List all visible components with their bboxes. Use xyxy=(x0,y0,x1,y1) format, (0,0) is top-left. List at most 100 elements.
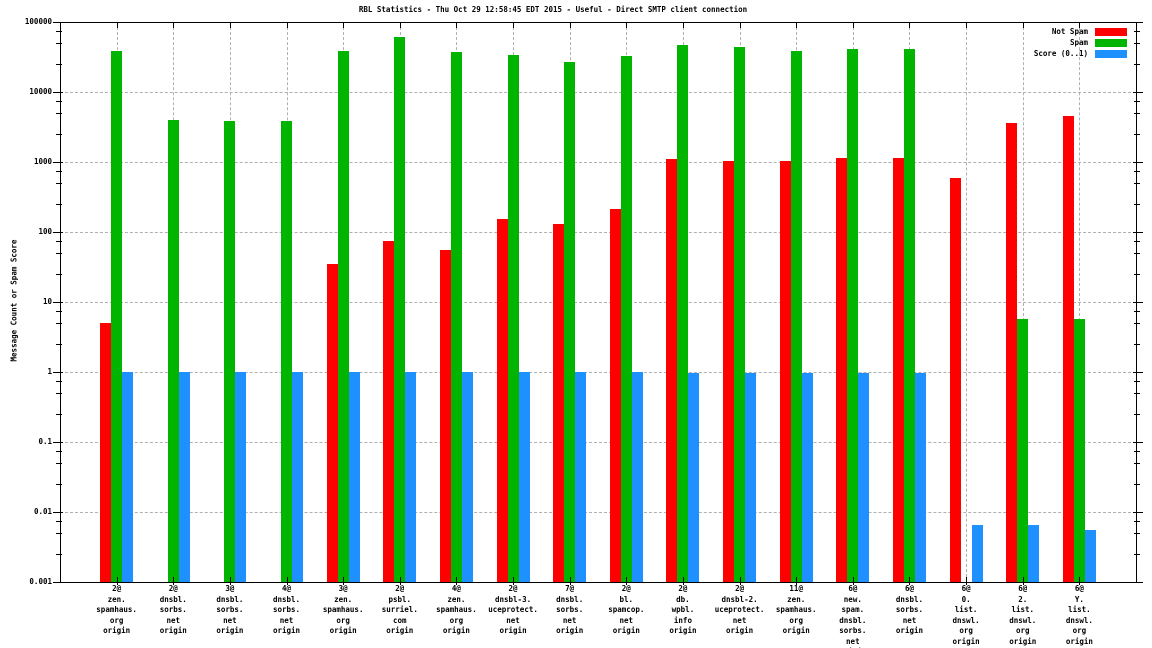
bar-score-0-1 xyxy=(745,373,757,582)
x-category-label-line: origin xyxy=(216,626,244,635)
y-minor-tick-right xyxy=(1134,323,1140,325)
bar-not-spam xyxy=(836,157,848,582)
x-category-label-line: net xyxy=(279,615,294,625)
x-tick-top xyxy=(456,22,458,28)
x-category-label-line: 3@ xyxy=(338,584,348,593)
y-minor-tick-right xyxy=(1134,240,1140,242)
bar-spam xyxy=(620,55,632,582)
x-category-label-line: spamcop. xyxy=(608,605,645,614)
bar-score-0-1 xyxy=(122,372,134,582)
x-category-label-line: net xyxy=(506,615,520,625)
x-category-label-line: list. xyxy=(1068,605,1091,614)
bar-score-0-1 xyxy=(575,372,587,582)
x-category-label-line: origin xyxy=(1009,636,1037,646)
x-category-label-line: spamhaus. xyxy=(322,605,364,614)
bar-spam xyxy=(167,119,179,582)
x-category-label-line: spamhaus. xyxy=(96,605,137,614)
bar-not-spam xyxy=(666,159,678,582)
x-tick-bottom xyxy=(626,577,628,585)
y-minor-tick-right xyxy=(1134,170,1140,172)
horizontal-gridline xyxy=(60,512,1136,513)
bar-not-spam xyxy=(723,160,735,582)
x-category-label: 6@ Y. list. dnswl. org origin xyxy=(1037,584,1121,647)
y-tick-label: 100 xyxy=(38,227,52,236)
x-tick-bottom xyxy=(739,577,741,585)
x-category-label-line: dnswl. xyxy=(952,615,980,625)
y-minor-tick-left xyxy=(56,134,62,136)
y-minor-tick-left xyxy=(56,393,62,395)
y-minor-tick-right xyxy=(1134,463,1140,465)
y-major-tick-left xyxy=(53,512,63,513)
y-tick-label: 10 xyxy=(42,297,52,306)
legend: Not Spam Spam Score (0..1) xyxy=(1034,26,1127,59)
y-minor-tick-left xyxy=(56,183,62,185)
x-category-label-line: net xyxy=(619,615,634,625)
x-tick-bottom xyxy=(513,577,515,585)
bar-not-spam xyxy=(439,250,451,582)
y-minor-tick-right xyxy=(1134,414,1140,416)
x-category-label-line: net xyxy=(902,615,917,625)
x-category-label-line: 6@ xyxy=(1018,584,1028,593)
vertical-gridline xyxy=(1022,22,1024,582)
x-tick-bottom xyxy=(286,577,288,585)
y-tick-label: 0.001 xyxy=(29,577,52,586)
bar-score-0-1 xyxy=(405,372,417,582)
x-category-label-line: sorbs. xyxy=(216,605,244,614)
y-minor-tick-right xyxy=(1134,520,1140,522)
x-category-label-line: list. xyxy=(1011,605,1035,614)
x-tick-bottom xyxy=(456,577,458,585)
x-category-label-line: zen. xyxy=(107,594,126,604)
x-category-label-line: origin xyxy=(329,626,357,635)
x-tick-top xyxy=(1022,22,1024,28)
x-category-label: 3@ zen. spamhaus. org origin xyxy=(301,584,385,637)
x-tick-top xyxy=(286,22,288,28)
x-tick-bottom xyxy=(966,577,968,585)
x-category-label-line: dnsbl. xyxy=(556,594,584,604)
x-category-label: 2@ dnsbl-2. uceprotect. net origin xyxy=(698,584,782,637)
x-category-label-line: 4@ xyxy=(451,584,461,593)
y-minor-tick-left xyxy=(56,520,62,522)
legend-label: Score (0..1) xyxy=(1033,49,1088,58)
horizontal-gridline xyxy=(60,442,1136,443)
y-minor-tick-left xyxy=(56,414,62,416)
x-tick-top xyxy=(399,22,401,28)
x-category-label-line: 4@ xyxy=(282,584,292,593)
x-tick-bottom xyxy=(909,577,911,585)
y-minor-tick-right xyxy=(1134,554,1140,556)
legend-item: Score (0..1) xyxy=(1034,48,1127,59)
chart-title: RBL Statistics - Thu Oct 29 12:58:45 EDT… xyxy=(358,5,748,14)
x-category-label-line: origin xyxy=(442,626,470,635)
x-category-label-line: origin xyxy=(669,626,697,635)
x-category-label-line: Y. xyxy=(1074,594,1084,604)
bar-not-spam xyxy=(553,224,565,582)
x-category-label-line: org xyxy=(109,615,124,625)
x-tick-top xyxy=(116,22,118,28)
x-category-label-line: 0. xyxy=(961,594,971,604)
x-category-label-line: org xyxy=(1015,626,1030,635)
y-tick-label: 0.01 xyxy=(33,507,52,516)
x-category-label-line: origin xyxy=(499,626,527,635)
horizontal-gridline xyxy=(60,302,1136,303)
x-tick-top xyxy=(626,22,628,28)
y-major-tick-left xyxy=(53,232,63,233)
y-minor-tick-right xyxy=(1134,30,1140,32)
x-category-label-line: org xyxy=(336,615,350,625)
horizontal-gridline xyxy=(60,372,1136,373)
legend-label: Spam xyxy=(1069,38,1088,47)
x-tick-top xyxy=(966,22,968,28)
x-category-label-line: dnswl. xyxy=(1065,615,1093,625)
x-category-label: 2@ zen. spamhaus. org origin xyxy=(75,584,159,637)
y-minor-tick-left xyxy=(56,463,62,465)
bar-spam xyxy=(394,36,406,582)
y-major-tick-right xyxy=(1133,582,1143,583)
y-minor-tick-left xyxy=(56,100,62,102)
x-tick-top xyxy=(513,22,515,28)
y-major-tick-left xyxy=(53,22,63,23)
y-major-tick-left xyxy=(53,302,63,303)
y-major-tick-right xyxy=(1133,232,1143,233)
x-category-label: 7@ dnsbl. sorbs. net origin xyxy=(528,584,612,637)
x-tick-top xyxy=(682,22,684,28)
vertical-gridline xyxy=(966,22,968,582)
x-category-label-line: 3@ xyxy=(225,584,235,593)
